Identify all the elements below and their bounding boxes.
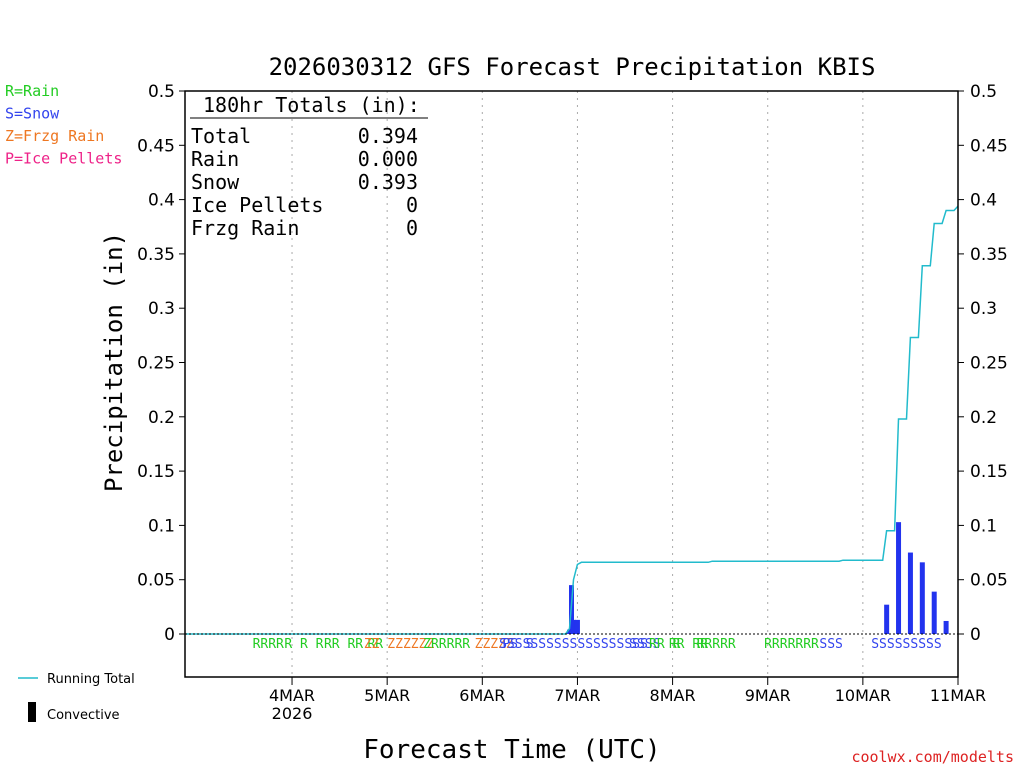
series-legend-label: Running Total	[47, 672, 135, 687]
y-tick-label-left: 0.2	[148, 408, 175, 428]
precip-type-code: RRRRRRR	[764, 637, 819, 652]
snow-bar	[896, 522, 902, 634]
y-tick-label-right: 0.4	[970, 191, 997, 211]
type-legend-item: P=Ice Pellets	[5, 150, 122, 168]
snow-bar	[943, 620, 949, 634]
snow-bars	[567, 522, 949, 634]
x-tick-label: 7MAR	[554, 686, 600, 705]
totals-heading: 180hr Totals (in):	[203, 93, 420, 117]
precip-type-code: SSS	[819, 637, 842, 652]
snow-bar	[574, 619, 580, 634]
precip-type-code: ZRRRRR	[423, 637, 470, 652]
y-axis-right: 0 0.05 0.1 0.15 0.2 0.25 0.3 0.35 0.4 0.45 0.5	[958, 82, 1008, 645]
x-tick-label: 10MAR	[835, 686, 891, 705]
y-tick-label-right: 0	[970, 625, 981, 645]
y-tick-label-right: 0.2	[970, 408, 997, 428]
y-tick-label-left: 0.45	[137, 136, 175, 156]
precip-type-code: PS S	[502, 637, 533, 652]
y-tick-label-right: 0.45	[970, 136, 1008, 156]
totals-row-label: Frzg Rain	[191, 216, 299, 240]
precip-type-code: SSSS	[629, 637, 660, 652]
y-tick-label-left: 0.35	[137, 245, 175, 265]
y-tick-label-right: 0.05	[970, 571, 1008, 591]
snow-bar	[907, 552, 913, 634]
x-tick-label: 4MAR	[269, 686, 315, 705]
y-tick-label-left: 0.5	[148, 82, 175, 102]
precip-type-code: RR	[367, 637, 383, 652]
totals-row-value: 0.393	[358, 170, 418, 194]
running-total-line	[185, 205, 959, 635]
precip-type-code: ZZ ZZZZZZ	[364, 637, 435, 652]
precip-type-code: SSSSSSSSS	[871, 637, 941, 652]
x-tick-label: 6MAR	[459, 686, 505, 705]
totals-box: 180hr Totals (in): Total 0.394 Rain 0.000 Sn…	[190, 93, 428, 240]
y-tick-label-right: 0.3	[970, 299, 997, 319]
precip-type-code: RRRR	[253, 637, 284, 652]
type-legend-item: Z=Frzg Rain	[5, 127, 104, 145]
y-axis-left: 0 0.05 0.1 0.15 0.2 0.25 0.3 0.35 0.4 0.45 0.5	[137, 82, 185, 645]
y-tick-label-left: 0.15	[137, 462, 175, 482]
type-legend: R=Rain S=Snow Z=Frzg Rain P=Ice Pellets	[5, 82, 122, 168]
totals-row-value: 0	[406, 216, 418, 240]
precip-type-code: RR R	[649, 637, 680, 652]
totals-row-label: Snow	[191, 170, 240, 194]
x-tick-label: 5MAR	[364, 686, 410, 705]
series-legend-label: Convective	[47, 708, 120, 723]
y-tick-label-right: 0.35	[970, 245, 1008, 265]
y-tick-label-left: 0	[164, 625, 175, 645]
snow-bar	[570, 619, 576, 634]
x-tick-label: 11MAR	[930, 686, 986, 705]
precip-type-code: RR RR	[324, 637, 363, 652]
totals-rows: Total 0.394 Rain 0.000 Snow 0.393 Ice Pellets 0…	[191, 124, 418, 240]
totals-row-value: 0.000	[358, 147, 418, 171]
type-legend-item: R=Rain	[5, 82, 59, 100]
x-tick-label: 8MAR	[650, 686, 696, 705]
y-tick-label-left: 0.25	[137, 354, 175, 374]
precip-type-code: SSSSSSSSSSSSSSSSSSS	[499, 637, 648, 652]
precip-type-code: ZZZZZ	[475, 637, 514, 652]
precip-type-code: R R R	[284, 637, 323, 652]
snow-bar	[919, 562, 925, 634]
plot-frame	[184, 90, 959, 678]
series-legend: Running Total Convective	[18, 672, 135, 723]
totals-row-label: Ice Pellets	[191, 193, 323, 217]
y-tick-label-left: 0.05	[137, 571, 175, 591]
y-tick-label-right: 0.15	[970, 462, 1008, 482]
totals-row-label: Total	[191, 124, 251, 148]
y-axis-label: Precipitation (in)	[100, 232, 128, 492]
chart-title: 2026030312 GFS Forecast Precipitation KB…	[269, 53, 876, 81]
totals-row-value: 0.394	[358, 124, 418, 148]
snow-bar	[884, 604, 890, 634]
y-tick-label-right: 0.5	[970, 82, 997, 102]
precip-type-code: RR RR	[669, 637, 708, 652]
legend-bar-swatch	[28, 702, 36, 722]
y-tick-label-left: 0.1	[148, 516, 175, 536]
credit-text: coolwx.com/modelts	[851, 748, 1014, 766]
precip-type-code: RRRRR	[697, 637, 736, 652]
y-tick-label-right: 0.25	[970, 354, 1008, 374]
type-legend-item: S=Snow	[5, 105, 60, 123]
y-tick-label-left: 0.3	[148, 299, 175, 319]
x-axis-label: Forecast Time (UTC)	[363, 735, 660, 765]
x-tick-sublabel: 2026	[272, 704, 313, 723]
snow-bar	[931, 591, 937, 634]
y-tick-label-left: 0.4	[148, 191, 175, 211]
totals-row-value: 0	[406, 193, 418, 217]
totals-row-label: Rain	[191, 147, 239, 171]
x-tick-label: 9MAR	[745, 686, 791, 705]
y-tick-label-right: 0.1	[970, 516, 997, 536]
